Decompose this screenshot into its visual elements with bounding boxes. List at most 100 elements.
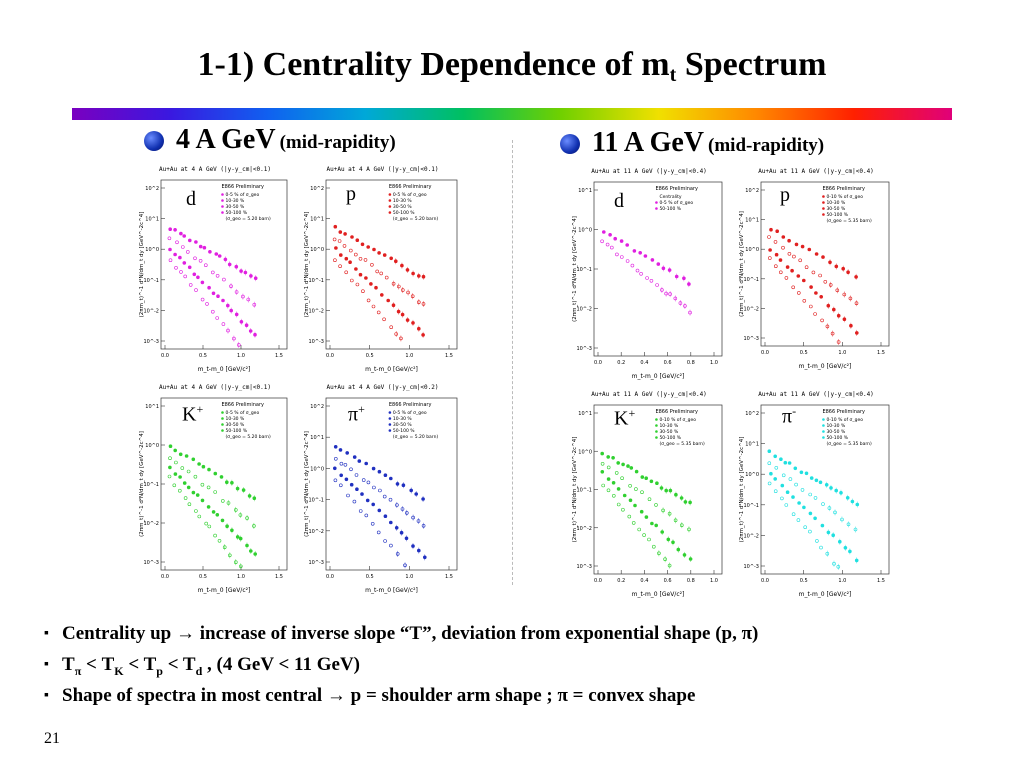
data-point bbox=[178, 255, 182, 260]
data-point bbox=[798, 258, 802, 263]
data-point bbox=[767, 481, 772, 486]
data-point bbox=[808, 492, 812, 497]
data-point bbox=[221, 298, 225, 303]
legend-title: E866 Preliminary bbox=[221, 402, 264, 408]
legend-entry: 30-50 % bbox=[659, 429, 679, 435]
legend-entry: 30-50 % bbox=[225, 204, 245, 210]
data-point bbox=[211, 309, 215, 314]
data-point bbox=[655, 283, 659, 287]
data-point bbox=[350, 235, 354, 239]
data-point bbox=[821, 502, 825, 506]
data-point bbox=[188, 283, 193, 287]
data-point bbox=[823, 280, 828, 284]
y-tick-label: 10^-3 bbox=[308, 560, 324, 566]
data-point bbox=[372, 485, 376, 490]
data-point bbox=[601, 483, 606, 488]
data-point bbox=[813, 516, 817, 521]
x-tick-label: 1.5 bbox=[877, 578, 885, 584]
data-point bbox=[213, 490, 217, 494]
data-point bbox=[778, 258, 783, 262]
data-point bbox=[634, 487, 638, 491]
data-point bbox=[366, 298, 371, 303]
spectrum-panel-p4: Au+Au at 4 A GeV (|y-y_cm|<0.1) 10^2 10^1 1… bbox=[300, 160, 465, 375]
data-point bbox=[820, 318, 824, 323]
data-point bbox=[185, 250, 190, 254]
data-point bbox=[613, 236, 618, 241]
data-point bbox=[222, 277, 226, 282]
particle-symbol: K bbox=[614, 407, 629, 430]
particle-symbol: d bbox=[186, 188, 196, 210]
particle-symbol: K bbox=[182, 403, 197, 426]
spectrum-panel-k4: Au+Au at 4 A GeV (|y-y_cm|<0.1) 10^1 10^0 1… bbox=[135, 378, 295, 596]
data-point bbox=[611, 481, 616, 485]
data-point bbox=[793, 466, 798, 471]
x-tick-label: 0.0 bbox=[594, 360, 602, 366]
section-header-4gev: 4 A GeV (mid-rapidity) bbox=[176, 124, 396, 156]
data-point bbox=[183, 496, 188, 500]
data-point bbox=[345, 451, 350, 455]
data-point bbox=[775, 229, 780, 233]
panel-header: Au+Au at 11 A GeV (|y-y_cm|<0.4) bbox=[758, 168, 874, 175]
data-point bbox=[375, 269, 379, 274]
x-tick-label: 0.5 bbox=[800, 578, 808, 584]
data-point bbox=[384, 275, 389, 280]
data-point bbox=[207, 467, 211, 472]
data-point bbox=[338, 264, 342, 268]
data-point bbox=[773, 477, 778, 481]
data-point bbox=[606, 465, 611, 470]
panel-header: Au+Au at 11 A GeV (|y-y_cm|<0.4) bbox=[758, 391, 874, 398]
data-point bbox=[370, 522, 375, 526]
data-point bbox=[182, 261, 187, 265]
y-tick-label: 10^1 bbox=[578, 411, 592, 417]
y-axis-label: (2πm_t)^-1 d²N/dm_t dy [GeV^-2c^4] bbox=[303, 431, 310, 537]
section-qualifier: (mid-rapidity) bbox=[708, 135, 825, 156]
data-point bbox=[774, 466, 779, 470]
data-point bbox=[358, 257, 363, 261]
data-point bbox=[644, 476, 648, 480]
section-energy: 11 A GeV bbox=[592, 127, 705, 158]
y-tick-label: 10^2 bbox=[745, 411, 759, 417]
data-point bbox=[814, 252, 819, 256]
data-point bbox=[768, 248, 772, 252]
legend-entry: 10-30 % bbox=[225, 198, 245, 204]
data-point bbox=[358, 272, 363, 277]
data-point bbox=[773, 264, 778, 268]
data-point bbox=[342, 244, 347, 248]
data-point bbox=[620, 476, 624, 480]
data-point bbox=[650, 258, 655, 262]
data-point bbox=[191, 490, 196, 495]
y-tick-label: 10^-3 bbox=[143, 560, 159, 566]
data-point bbox=[177, 488, 182, 493]
data-point bbox=[217, 254, 222, 258]
data-point bbox=[361, 289, 365, 293]
data-point bbox=[197, 514, 202, 519]
data-point bbox=[208, 250, 212, 254]
plot-frame bbox=[160, 397, 288, 571]
particle-symbol: p bbox=[346, 183, 356, 205]
x-tick-label: 0.0 bbox=[161, 574, 169, 580]
data-point bbox=[809, 304, 813, 309]
data-point bbox=[180, 245, 185, 249]
legend-title: E866 Preliminary bbox=[655, 409, 698, 415]
data-point bbox=[173, 448, 178, 453]
data-point bbox=[626, 464, 630, 468]
x-tick-label: 0.5 bbox=[800, 350, 808, 356]
spectrum-panel-d4: Au+Au at 4 A GeV (|y-y_cm|<0.1) 10^2 10^1 1… bbox=[135, 160, 295, 375]
data-point bbox=[168, 227, 173, 231]
data-point bbox=[639, 272, 643, 276]
data-point bbox=[357, 459, 362, 463]
legend-title: E866 Preliminary bbox=[389, 402, 432, 408]
data-point bbox=[609, 245, 614, 250]
data-point bbox=[633, 503, 637, 508]
data-point bbox=[221, 322, 226, 326]
data-point bbox=[382, 253, 387, 257]
data-point bbox=[349, 482, 354, 487]
legend-entry: 10-30 % bbox=[225, 416, 245, 422]
data-point bbox=[217, 539, 222, 543]
data-point bbox=[616, 461, 621, 465]
data-point bbox=[354, 267, 358, 271]
data-point bbox=[187, 502, 192, 506]
x-tick-label: 0.0 bbox=[594, 578, 602, 584]
legend-entry: 10-30 % bbox=[393, 416, 413, 422]
data-point bbox=[200, 280, 205, 285]
